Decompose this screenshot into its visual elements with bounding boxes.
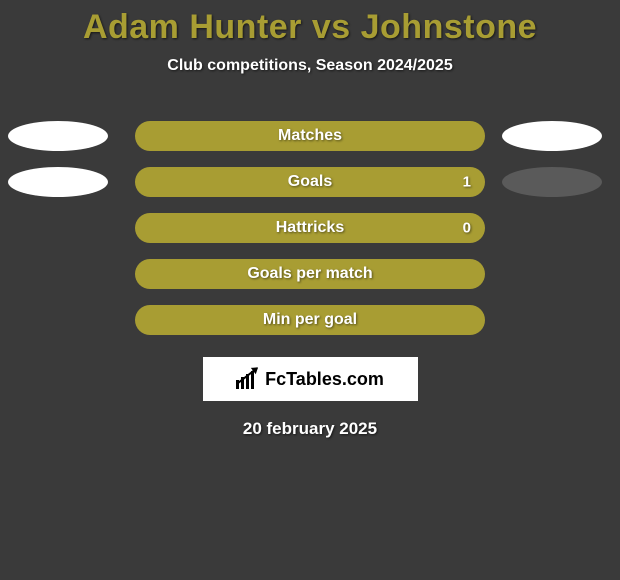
stat-bar: Min per goal xyxy=(135,305,485,335)
left-value-ellipse xyxy=(8,121,108,151)
stat-bar-label: Matches xyxy=(278,127,342,145)
right-value-ellipse xyxy=(502,121,602,151)
stat-bar-value: 1 xyxy=(463,174,471,191)
logo-chart-icon xyxy=(236,369,259,389)
stat-bar-label: Goals per match xyxy=(247,265,372,283)
stat-bars: Matches Goals 1 Hattricks 0 Goals per match Mi… xyxy=(0,113,620,343)
stat-bar-value: 0 xyxy=(463,220,471,237)
stat-row: Min per goal xyxy=(0,297,620,343)
stat-row: Matches xyxy=(0,113,620,159)
date-label: 20 february 2025 xyxy=(0,419,620,439)
page-title: Adam Hunter vs Johnstone xyxy=(0,8,620,47)
page-subtitle: Club competitions, Season 2024/2025 xyxy=(0,57,620,75)
stat-bar-label: Hattricks xyxy=(276,219,344,237)
logo-text: FcTables.com xyxy=(265,369,384,390)
right-value-ellipse xyxy=(502,167,602,197)
stat-row: Hattricks 0 xyxy=(0,205,620,251)
stat-bar-label: Min per goal xyxy=(263,311,357,329)
stat-bar-label: Goals xyxy=(288,173,332,191)
stat-bar: Goals per match xyxy=(135,259,485,289)
logo-box: FcTables.com xyxy=(203,357,418,401)
stat-row: Goals 1 xyxy=(0,159,620,205)
stat-bar: Hattricks 0 xyxy=(135,213,485,243)
stat-bar: Matches xyxy=(135,121,485,151)
stat-row: Goals per match xyxy=(0,251,620,297)
stats-card: Adam Hunter vs Johnstone Club competitio… xyxy=(0,0,620,439)
left-value-ellipse xyxy=(8,167,108,197)
stat-bar: Goals 1 xyxy=(135,167,485,197)
